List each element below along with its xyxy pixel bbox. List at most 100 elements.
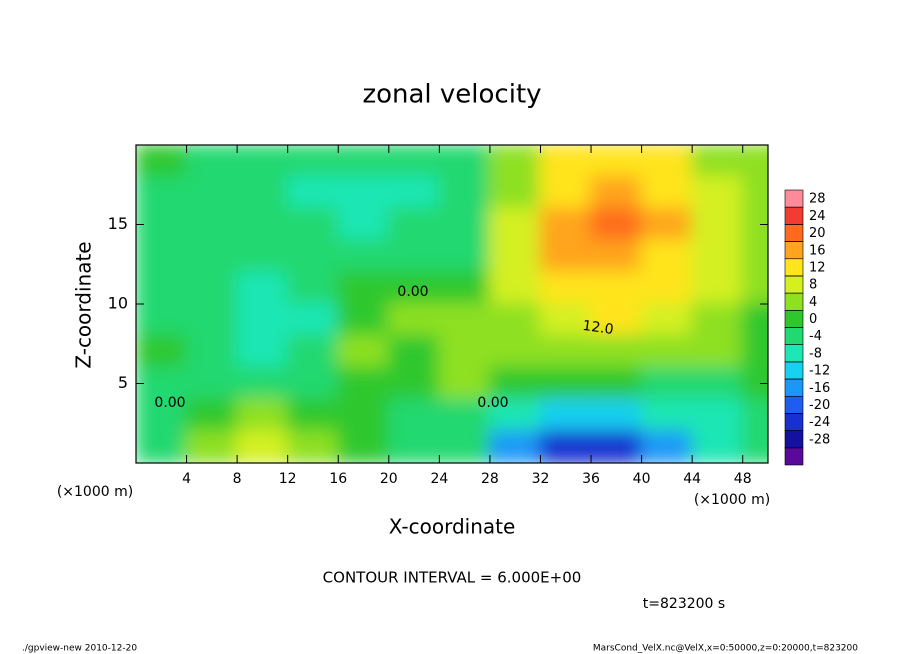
field-cell — [640, 145, 694, 178]
field-cell — [488, 145, 542, 178]
field-cell — [286, 366, 340, 401]
field-cell — [387, 430, 441, 463]
colorbar-box — [784, 206, 804, 225]
colorbar-label: 8 — [809, 278, 817, 293]
field-cell — [387, 334, 441, 369]
field-cell — [136, 398, 188, 433]
field-cell — [640, 271, 694, 305]
x-axis-label: X-coordinate — [389, 515, 516, 539]
field-cell — [185, 366, 239, 401]
field-cell — [590, 430, 643, 463]
field-cell — [185, 334, 239, 369]
field-cell — [337, 398, 390, 433]
field-cell — [136, 303, 188, 337]
colorbar-box — [784, 378, 804, 397]
x-tick-label: 4 — [182, 471, 191, 487]
field-cell — [185, 430, 239, 463]
colorbar-box — [784, 361, 804, 380]
colorbar-box — [784, 189, 804, 208]
colorbar-box — [784, 258, 804, 277]
field-cell — [387, 239, 441, 274]
field-cell — [337, 334, 390, 369]
field-cell — [286, 239, 340, 274]
x-tick-label: 48 — [734, 471, 752, 487]
field-cell — [590, 239, 643, 274]
field-cell — [590, 271, 643, 305]
field-cell — [741, 430, 768, 463]
field-cell — [539, 430, 593, 463]
field-cell — [236, 271, 289, 305]
field-cell — [236, 303, 289, 337]
field-cell — [590, 366, 643, 401]
contour-label: 0.00 — [154, 395, 185, 411]
field-cell — [741, 398, 768, 433]
field-cell — [286, 207, 340, 242]
colorbar-label: -28 — [809, 432, 830, 447]
contour-label: 0.00 — [397, 284, 428, 300]
field-cell — [337, 303, 390, 337]
field-cell — [488, 398, 542, 433]
colorbar-box — [784, 275, 804, 294]
footer-right: MarsCond_VelX.nc@VelX,x=0:50000,z=0:2000… — [593, 644, 858, 654]
field-cell — [286, 145, 340, 178]
field-cell — [539, 334, 593, 369]
field-cell — [438, 334, 491, 369]
field-cell — [136, 207, 188, 242]
field-cell — [286, 175, 340, 210]
field-cell — [590, 334, 643, 369]
field-cell — [640, 366, 694, 401]
field-cell — [438, 145, 491, 178]
field-cell — [236, 175, 289, 210]
field-cell — [539, 366, 593, 401]
x-tick-label: 28 — [481, 471, 499, 487]
field-cell — [691, 239, 744, 274]
field-cell — [691, 398, 744, 433]
contour-label: 0.00 — [477, 395, 508, 411]
field-cell — [741, 334, 768, 369]
field-cell — [691, 303, 744, 337]
field-cell — [438, 398, 491, 433]
field-cell — [691, 430, 744, 463]
field-cell — [488, 175, 542, 210]
field-cell — [136, 175, 188, 210]
field-cell — [691, 334, 744, 369]
field-cell — [185, 145, 239, 178]
field-cell — [185, 239, 239, 274]
field-cell — [236, 207, 289, 242]
time-label: t=823200 s — [643, 596, 725, 612]
field-cell — [236, 145, 289, 178]
colorbar-box — [784, 310, 804, 328]
field-cell — [438, 303, 491, 337]
contour-interval: CONTOUR INTERVAL = 6.000E+00 — [323, 569, 582, 587]
field-cell — [286, 430, 340, 463]
field-clip — [136, 145, 768, 463]
colorbar-label: 4 — [809, 295, 817, 310]
colorbar-box — [784, 395, 804, 414]
field-cell — [185, 207, 239, 242]
field-cell — [590, 303, 643, 337]
colorbar-box — [784, 344, 804, 363]
field-cell — [185, 303, 239, 337]
field-cell — [136, 334, 188, 369]
colorbar-box — [784, 241, 804, 260]
colorbar-label: -8 — [809, 346, 822, 361]
colorbar-label: -4 — [809, 329, 822, 344]
colorbar-label: 20 — [809, 226, 826, 241]
field-cell — [438, 430, 491, 463]
field-cell — [387, 366, 441, 401]
colorbar-label: 24 — [809, 209, 826, 224]
colorbar-label: 0 — [809, 312, 817, 327]
field-cell — [438, 239, 491, 274]
field-cell — [337, 207, 390, 242]
field-cell — [640, 239, 694, 274]
field-cell — [640, 398, 694, 433]
field-cell — [438, 207, 491, 242]
field-cell — [640, 430, 694, 463]
field-cell — [387, 303, 441, 337]
field-cell — [337, 239, 390, 274]
field-cell — [236, 239, 289, 274]
field-cell — [488, 239, 542, 274]
x-tick-label: 8 — [233, 471, 242, 487]
field-cell — [337, 175, 390, 210]
